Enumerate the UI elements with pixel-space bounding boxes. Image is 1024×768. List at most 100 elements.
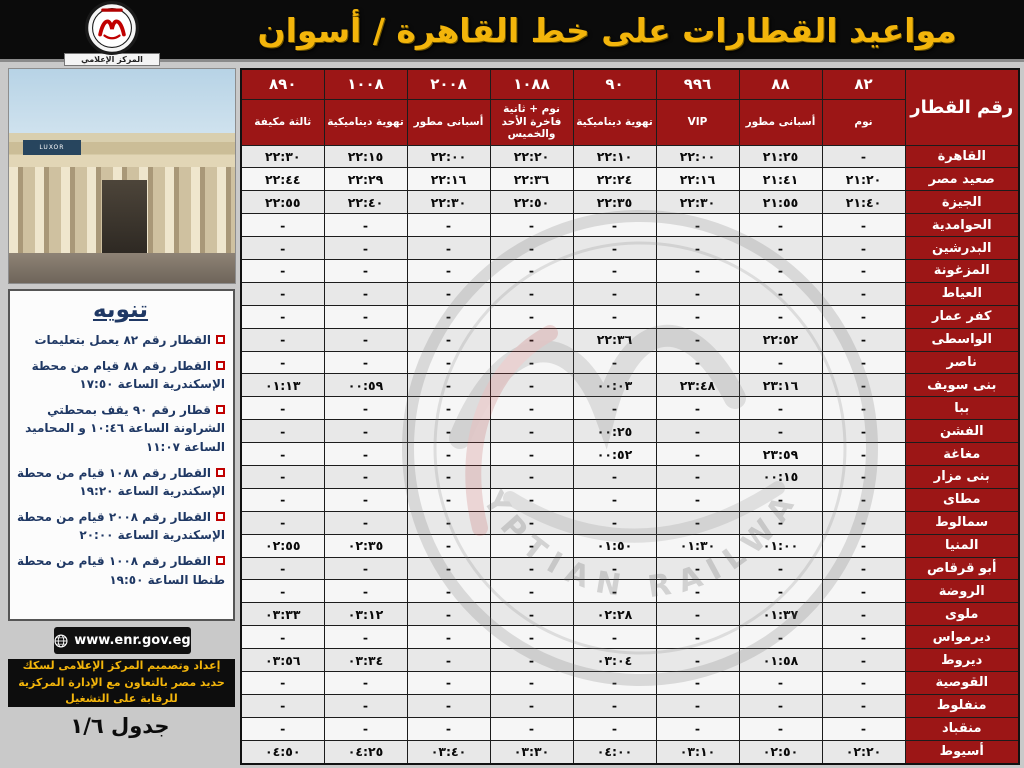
time-cell: - [323, 625, 408, 650]
time-cell: - [489, 327, 574, 352]
time-cell: - [240, 258, 325, 283]
notice-panel: تنويه القطار رقم ٨٢ يعمل بتعليمات القطار … [8, 289, 235, 621]
time-cell: - [323, 464, 408, 489]
checkbox-icon [216, 467, 225, 477]
time-cell: ٠٣:٠٤ [572, 648, 657, 672]
time-cell: - [240, 716, 325, 741]
station-cell: مطاى [904, 487, 1020, 512]
time-cell: - [240, 442, 325, 466]
time-cell: - [489, 579, 574, 604]
time-cell: - [738, 510, 823, 535]
time-cell: - [489, 693, 574, 718]
time-cell: - [489, 373, 574, 398]
time-cell: ٢١:٢٥ [738, 144, 823, 169]
notice-item-4: القطار رقم ١٠٨٨ قيام من محطة الإسكندرية … [16, 464, 225, 501]
time-cell: - [323, 213, 408, 238]
train-٨٩٠-class: ثالثة مكيفة [240, 98, 325, 146]
table-row: الجيزة ٢١:٤٠ ٢١:٥٥ ٢٢:٣٠ ٢٢:٣٥ ٢٢:٥٠ ٢٢:٣٠ ٢٢:٤… [240, 190, 1020, 215]
time-cell: - [821, 625, 906, 650]
time-cell: ٢٢:٢٤ [572, 167, 657, 192]
time-cell: ٠٣:١٠ [655, 739, 740, 765]
checkbox-icon [216, 511, 225, 521]
table-row: الواسطى -٢٢:٥٢-٢٢:٣٦- - - - [240, 327, 1020, 352]
notice-item-3: قطار رقم ٩٠ يقف بمحطتي الشراونة الساعة ١… [16, 401, 225, 457]
station-cell: القاهرة [904, 144, 1020, 169]
time-cell: ٢٣:١٦ [738, 373, 823, 398]
time-cell: - [821, 396, 906, 421]
time-cell: - [323, 327, 408, 352]
time-cell: - [655, 396, 740, 421]
notice-item-text: القطار رقم ٨٢ يعمل بتعليمات [34, 333, 211, 347]
time-cell: - [489, 213, 574, 238]
station-cell: الحوامدية [904, 213, 1020, 238]
time-cell: - [323, 693, 408, 718]
time-cell: - [323, 304, 408, 329]
table-row: صعيد مصر ٢١:٢٠ ٢١:٤١ ٢٢:١٦ ٢٢:٢٤ ٢٢:٣٦ ٢٢:١٦ ٢٢… [240, 167, 1020, 192]
time-cell: - [655, 258, 740, 283]
station-cell: المزغونة [904, 258, 1020, 283]
time-cell: - [323, 419, 408, 444]
table-row: منقباد - - - - - - - - [240, 716, 1020, 741]
time-cell: ٠١:٥٠ [572, 533, 657, 558]
train-٨٨-number: ٨٨ [738, 68, 823, 100]
notice-item-6: القطار رقم ١٠٠٨ قيام من محطة طنطا الساعة… [16, 552, 225, 589]
time-cell: - [406, 487, 491, 512]
time-cell: ٢٢:٢٠ [489, 144, 574, 169]
time-cell: - [406, 373, 491, 398]
time-cell: - [572, 693, 657, 718]
station-cell: منفلوط [904, 693, 1020, 718]
table-row: مطاى - - - - - - - - [240, 487, 1020, 512]
time-cell: - [821, 648, 906, 672]
time-cell: ٠١:٣٧ [738, 602, 823, 627]
time-cell: - [655, 602, 740, 627]
time-cell: - [738, 579, 823, 604]
train-١٠٨٨-number: ١٠٨٨ [489, 68, 574, 100]
time-cell: ٠٣:٣٠ [489, 739, 574, 765]
time-cell: ٠٣:٣٤ [323, 648, 408, 672]
station-sign: LUXOR [22, 139, 82, 155]
train-٢٠٠٨-class: أسبانى مطور [406, 98, 491, 146]
time-cell: - [572, 625, 657, 650]
train-٩٠-class: تهوية ديناميكية [572, 98, 657, 146]
time-cell: - [406, 281, 491, 306]
time-cell: - [572, 556, 657, 581]
notice-item-text: القطار رقم ١٠٨٨ قيام من محطة الإسكندرية … [16, 465, 225, 499]
time-cell: - [489, 350, 574, 375]
time-cell: ٢٢:٣٠ [240, 144, 325, 169]
time-cell: ٠٢:٢٠ [821, 739, 906, 765]
time-cell: - [406, 327, 491, 352]
station-cell: أبو قرقاص [904, 556, 1020, 581]
time-cell: - [655, 670, 740, 695]
time-cell: ٢٢:١٦ [655, 167, 740, 192]
time-cell: - [738, 350, 823, 375]
checkbox-icon [216, 360, 225, 370]
station-cell: مغاغة [904, 442, 1020, 466]
table-row: منفلوط - - - - - - - - [240, 693, 1020, 718]
time-cell: - [489, 625, 574, 650]
time-cell: - [489, 556, 574, 581]
time-cell: ٢٣:٤٨ [655, 373, 740, 398]
timetable: رقم القطار ٨٢ ٨٨ ٩٩٦ ٩٠ ١٠٨٨ ٢٠٠٨ ١٠٠٨ ٨٩٠ نوم أسب… [240, 68, 1020, 765]
time-cell: - [655, 464, 740, 489]
table-row: ملوى -٠١:٣٧-٠٢:٢٨- -٠٣:١٢ ٠٣:٣٣ [240, 602, 1020, 627]
time-cell: - [655, 304, 740, 329]
time-cell: - [406, 258, 491, 283]
time-cell: - [655, 419, 740, 444]
header-row-numbers: رقم القطار ٨٢ ٨٨ ٩٩٦ ٩٠ ١٠٨٨ ٢٠٠٨ ١٠٠٨ ٨٩٠ [240, 68, 1020, 146]
time-cell: - [655, 625, 740, 650]
time-cell: - [406, 716, 491, 741]
table-row: القوصية - - - - - - - - [240, 670, 1020, 695]
time-cell: - [572, 350, 657, 375]
website-badge: www.enr.gov.eg [54, 627, 191, 654]
time-cell: - [572, 579, 657, 604]
time-cell: - [489, 716, 574, 741]
time-cell: - [655, 716, 740, 741]
time-cell: - [655, 487, 740, 512]
table-row: ناصر - - - - - - - - [240, 350, 1020, 375]
time-cell: - [323, 716, 408, 741]
notice-item-5: القطار رقم ٢٠٠٨ قيام من محطة الإسكندرية … [16, 508, 225, 545]
time-cell: - [240, 419, 325, 444]
time-cell: - [323, 396, 408, 421]
timetable-area: رقم القطار ٨٢ ٨٨ ٩٩٦ ٩٠ ١٠٨٨ ٢٠٠٨ ١٠٠٨ ٨٩٠ نوم أسب… [240, 68, 1020, 765]
time-cell: - [323, 442, 408, 466]
